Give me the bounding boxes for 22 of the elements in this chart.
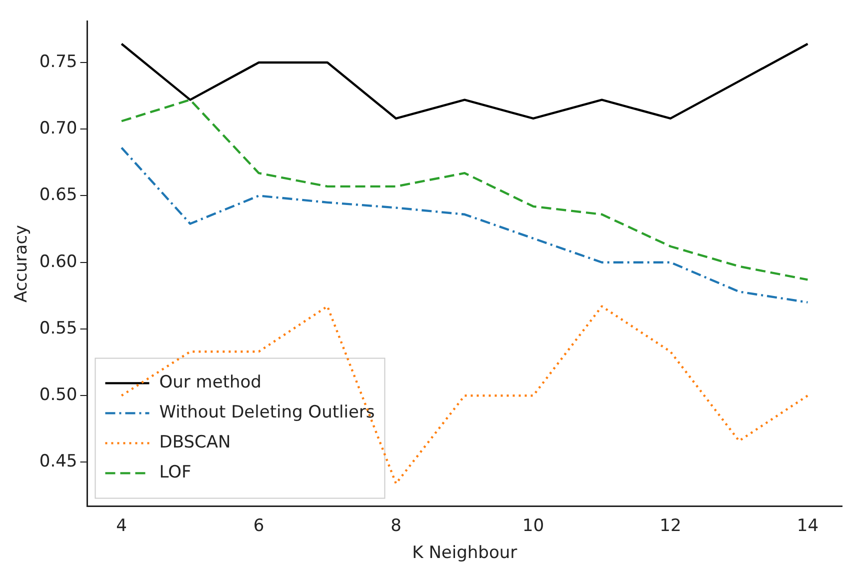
x-axis-title: K Neighbour — [412, 543, 518, 564]
y-tick-label: 0.70 — [39, 118, 78, 139]
x-tick-label: 14 — [796, 516, 819, 536]
x-tick-label: 10 — [522, 516, 544, 536]
y-tick-label: 0.75 — [39, 52, 78, 72]
y-tick-label: 0.50 — [39, 385, 78, 406]
x-tick-label: 4 — [116, 516, 127, 536]
legend-label: Without Deleting Outliers — [159, 402, 375, 423]
legend-label: LOF — [159, 462, 192, 483]
x-tick-label: 6 — [253, 516, 264, 536]
y-tick-label: 0.60 — [39, 252, 78, 272]
line-series — [120, 146, 809, 304]
legend-label: Our method — [159, 372, 262, 393]
y-axis-title: Accuracy — [12, 224, 32, 303]
x-tick-label: 12 — [660, 516, 682, 536]
legend-label: DBSCAN — [159, 432, 231, 453]
y-tick-label: 0.45 — [39, 452, 78, 472]
x-tick-label: 8 — [390, 516, 402, 536]
y-tick-label: 0.55 — [39, 318, 78, 338]
line-series — [120, 305, 809, 485]
line-series — [120, 98, 809, 281]
y-tick-label: 0.65 — [39, 185, 78, 206]
